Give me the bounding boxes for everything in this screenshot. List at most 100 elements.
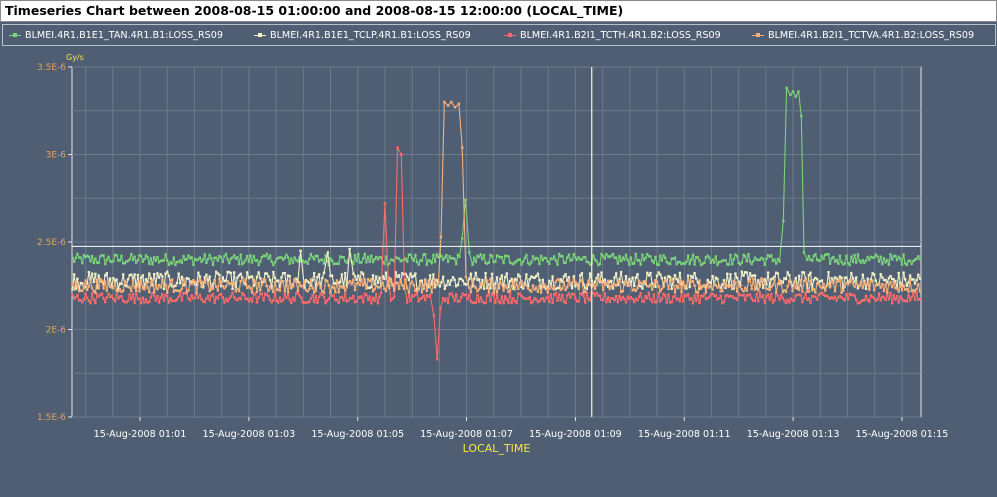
- data-point: [608, 287, 611, 291]
- data-point: [278, 256, 282, 259]
- data-point: [737, 280, 740, 284]
- data-point: [277, 288, 280, 291]
- data-point: [499, 301, 502, 305]
- data-point: [170, 278, 174, 281]
- data-point: [762, 279, 765, 282]
- data-point: [260, 281, 264, 284]
- data-point: [357, 274, 360, 277]
- data-point: [892, 278, 895, 281]
- data-point: [670, 278, 673, 281]
- data-point: [393, 289, 396, 292]
- data-point: [324, 302, 327, 305]
- data-point: [288, 274, 291, 278]
- data-point: [546, 295, 549, 298]
- data-point: [141, 260, 144, 263]
- data-point: [719, 294, 722, 298]
- data-point: [597, 273, 600, 276]
- data-point: [115, 293, 118, 296]
- data-point: [606, 279, 610, 282]
- data-point: [476, 290, 479, 293]
- data-point: [827, 296, 830, 299]
- data-point: [419, 279, 422, 283]
- data-point: [239, 253, 242, 256]
- data-point: [427, 295, 430, 298]
- data-point: [487, 290, 491, 294]
- data-point: [685, 294, 688, 298]
- data-point: [668, 279, 672, 282]
- data-point: [309, 284, 313, 287]
- data-point: [375, 275, 378, 278]
- data-point: [735, 254, 739, 258]
- data-point: [370, 278, 373, 281]
- data-point: [708, 295, 711, 299]
- data-point: [487, 293, 491, 296]
- data-point: [677, 297, 680, 300]
- data-point: [508, 289, 512, 292]
- data-point: [350, 297, 353, 300]
- data-point: [913, 258, 917, 261]
- data-point: [108, 277, 112, 280]
- data-point: [802, 279, 806, 282]
- data-point: [389, 299, 393, 302]
- data-point: [866, 255, 869, 259]
- data-point: [195, 283, 198, 286]
- data-point: [345, 261, 348, 264]
- data-point: [234, 257, 237, 260]
- data-point: [721, 283, 724, 286]
- data-point: [771, 301, 775, 304]
- data-point: [804, 291, 807, 295]
- data-point: [899, 283, 902, 287]
- data-point: [838, 254, 842, 257]
- data-point: [855, 276, 858, 279]
- data-point: [156, 295, 159, 298]
- data-point: [592, 291, 595, 295]
- data-point: [572, 253, 575, 256]
- data-point: [358, 283, 362, 287]
- data-point: [861, 299, 864, 302]
- data-point: [889, 280, 892, 284]
- data-point: [868, 258, 871, 261]
- data-point: [788, 274, 791, 277]
- data-point: [162, 259, 166, 262]
- data-point: [765, 283, 768, 286]
- data-point: [727, 285, 731, 289]
- legend-item-tclp[interactable]: BLMEI.4R1.B1E1_TCLP.4R1.B1:LOSS_RS09: [254, 25, 471, 45]
- data-point: [105, 258, 108, 261]
- data-point: [797, 288, 801, 291]
- data-point: [819, 259, 822, 262]
- data-point: [859, 261, 863, 264]
- data-point: [786, 271, 789, 274]
- legend-item-tan[interactable]: BLMEI.4R1.B1E1_TAN.4R1.B1:LOSS_RS09: [9, 25, 223, 45]
- y-tick-label: 1.5E-6: [37, 413, 66, 423]
- data-point: [861, 259, 864, 262]
- data-point: [193, 280, 197, 284]
- data-point: [131, 258, 135, 262]
- data-point: [492, 287, 495, 291]
- data-point: [219, 285, 223, 288]
- data-point: [228, 271, 231, 274]
- y-tick-label: 2E-6: [46, 326, 67, 336]
- data-point: [837, 262, 840, 265]
- data-point: [856, 287, 860, 290]
- legend-item-tcth[interactable]: BLMEI.4R1.B2I1_TCTH.4R1.B2:LOSS_RS09: [504, 25, 721, 45]
- data-point: [260, 292, 264, 295]
- data-point: [670, 287, 673, 291]
- data-point: [264, 278, 267, 281]
- data-point: [414, 272, 417, 275]
- data-point: [105, 296, 108, 299]
- data-point: [664, 294, 667, 297]
- data-point: [388, 287, 391, 290]
- data-point: [407, 291, 411, 294]
- data-point: [538, 279, 541, 282]
- data-point: [288, 279, 291, 282]
- data-point: [368, 286, 371, 290]
- data-point: [866, 298, 869, 301]
- data-point: [77, 287, 81, 290]
- data-point: [471, 285, 474, 288]
- data-point: [897, 255, 900, 258]
- data-point: [252, 254, 255, 258]
- data-point: [651, 288, 654, 291]
- legend-item-tctva[interactable]: BLMEI.4R1.B2I1_TCTVA.4R1.B2:LOSS_RS09: [752, 25, 974, 45]
- data-point: [918, 297, 922, 301]
